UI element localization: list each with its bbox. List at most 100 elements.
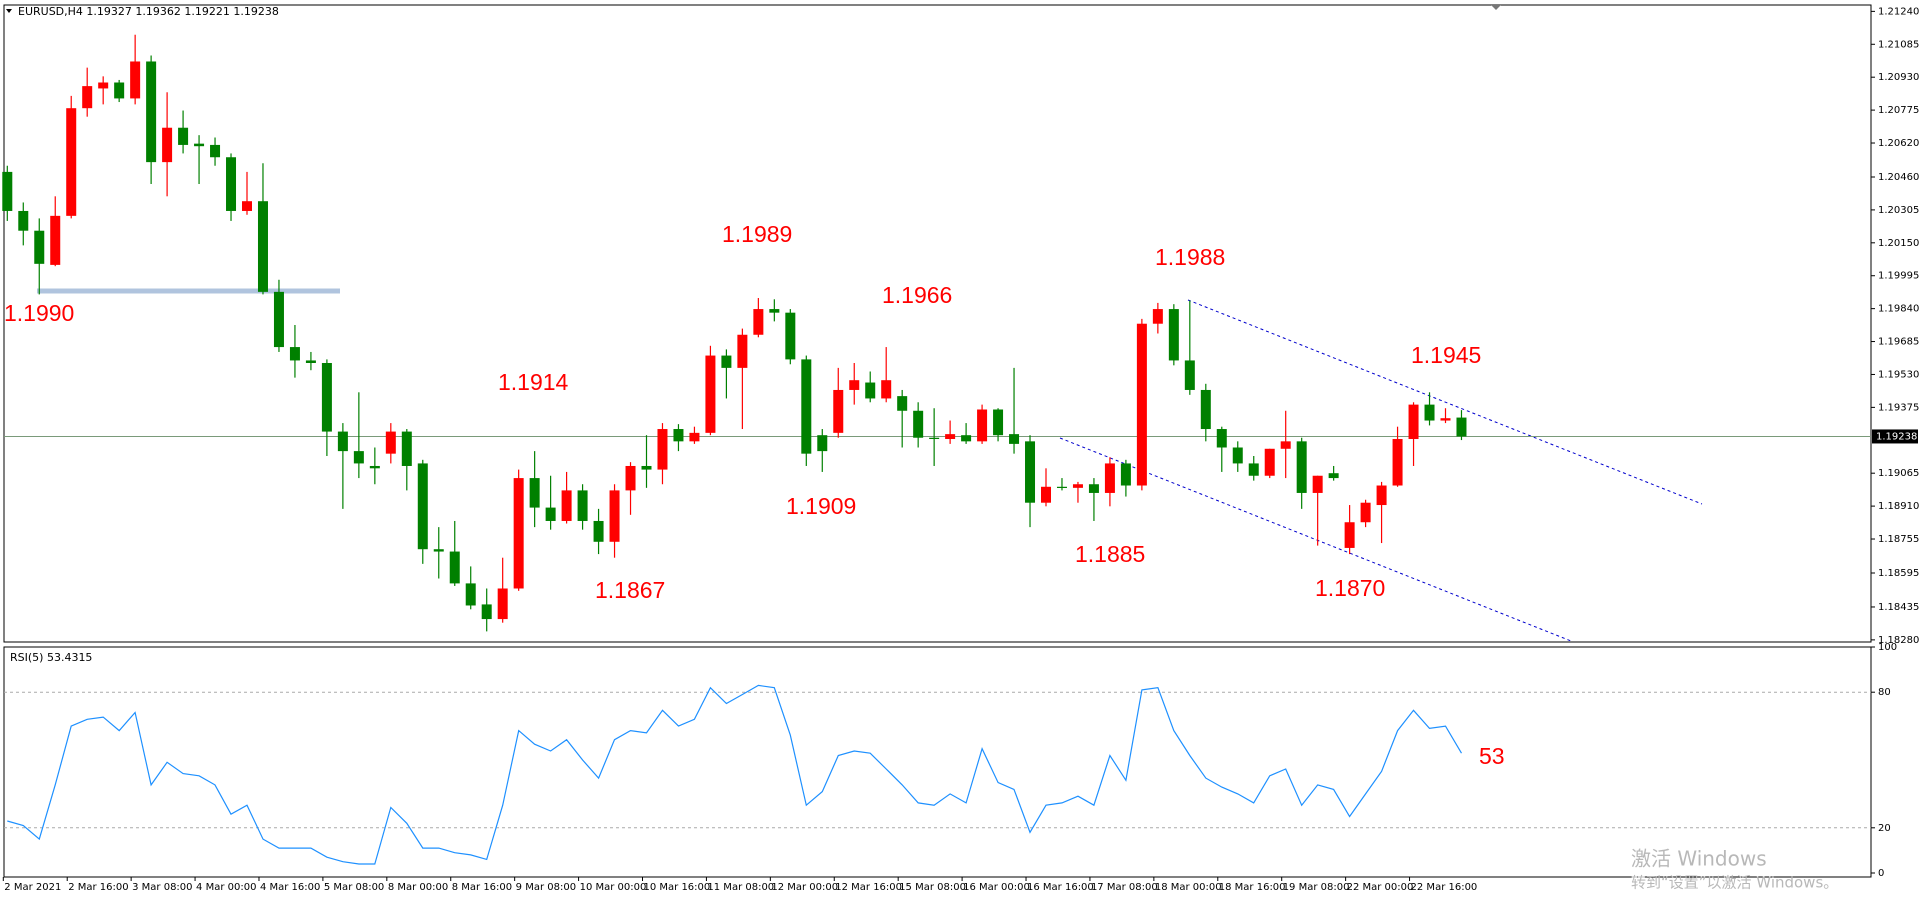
candle-body	[1312, 475, 1323, 493]
candle-body	[1088, 484, 1099, 493]
candle-body	[545, 507, 556, 521]
candle-body	[401, 431, 412, 466]
candle-body	[881, 380, 892, 399]
x-tick-label: 4 Mar 16:00	[260, 882, 320, 893]
candle-body	[561, 490, 572, 521]
x-tick-label: 8 Mar 00:00	[388, 882, 448, 893]
candle-body	[865, 382, 876, 399]
candle-body	[801, 359, 812, 454]
candle-body	[337, 431, 348, 452]
candle-body	[753, 309, 764, 335]
candle-body	[817, 435, 828, 452]
candle-body	[1041, 486, 1051, 503]
candle-body	[369, 465, 380, 469]
y-tick-label: 1.18435	[1878, 602, 1919, 613]
annotation: 1.1870	[1315, 575, 1385, 601]
chart-title: EURUSD,H4 1.19327 1.19362 1.19221 1.1923…	[18, 5, 279, 18]
y-tick-label: 1.20775	[1878, 105, 1919, 116]
annotation: 1.1988	[1155, 244, 1225, 270]
watermark: 转到“设置”以激活 Windows。	[1631, 874, 1838, 892]
annotation: 1.1966	[882, 282, 952, 308]
candle-body	[1200, 389, 1211, 430]
candle-body	[305, 360, 316, 363]
rsi-line	[7, 684, 1463, 865]
x-tick-label: 10 Mar 16:00	[644, 882, 711, 893]
x-tick-label: 9 Mar 08:00	[516, 882, 576, 893]
x-tick-label: 3 Mar 08:00	[132, 882, 192, 893]
rsi-title: RSI(5) 53.4315	[10, 651, 92, 664]
x-tick-label: 4 Mar 00:00	[196, 882, 256, 893]
x-tick-label: 18 Mar 16:00	[1219, 882, 1286, 893]
rsi-panel	[3, 646, 1872, 878]
candle-body	[1104, 463, 1115, 493]
candle-body	[657, 429, 668, 470]
y-tick-label: 1.18755	[1878, 534, 1919, 545]
x-tick-label: 8 Mar 16:00	[452, 882, 512, 893]
annotation: 1.1989	[722, 221, 792, 247]
channel-line	[1187, 299, 1703, 505]
candle-body	[162, 127, 173, 163]
candle-body	[98, 82, 109, 89]
candle-body	[273, 291, 284, 348]
y-tick-label: 100	[1878, 642, 1897, 653]
candle-body	[1216, 429, 1227, 448]
annotation: 1.1945	[1411, 342, 1481, 368]
x-tick-label: 15 Mar 08:00	[899, 882, 966, 893]
y-tick-label: 1.19995	[1878, 271, 1919, 282]
candle-body	[705, 355, 716, 433]
x-tick-label: 22 Mar 16:00	[1411, 882, 1478, 893]
y-tick-label: 80	[1878, 687, 1891, 698]
candle-body	[769, 309, 780, 313]
candle-body	[321, 362, 332, 432]
candle-body	[1184, 360, 1195, 390]
y-tick-label: 1.19530	[1878, 369, 1919, 380]
annotation: 1.1885	[1075, 541, 1145, 567]
candle-body	[130, 61, 141, 99]
candle-body	[417, 463, 428, 550]
candle-body	[50, 215, 61, 265]
candle-body	[34, 230, 45, 264]
y-tick-label: 1.21085	[1878, 39, 1919, 50]
x-tick-label: 18 Mar 00:00	[1155, 882, 1222, 893]
candle-body	[1376, 485, 1387, 506]
candle-body	[146, 61, 157, 163]
x-tick-label: 12 Mar 00:00	[771, 882, 838, 893]
candle-body	[1280, 441, 1291, 449]
x-tick-label: 22 Mar 00:00	[1347, 882, 1414, 893]
candle-body	[689, 432, 700, 442]
candle-body	[897, 396, 908, 411]
candle-body	[833, 389, 844, 433]
candle-body	[977, 409, 988, 442]
y-tick-label: 1.20930	[1878, 72, 1919, 83]
y-tick-label: 1.18595	[1878, 568, 1919, 579]
x-tick-label: 5 Mar 08:00	[324, 882, 384, 893]
candle-body	[1344, 522, 1355, 548]
candle-body	[289, 347, 300, 361]
annotation: 53	[1479, 743, 1505, 769]
candle-body	[529, 478, 540, 508]
menu-arrow[interactable]	[6, 9, 12, 13]
candle-body	[242, 201, 252, 211]
x-tick-label: 11 Mar 08:00	[707, 882, 774, 893]
candle-body	[353, 451, 364, 464]
current-price-label: 1.19238	[1876, 431, 1917, 442]
candle-body	[1025, 441, 1036, 503]
candle-body	[961, 435, 972, 442]
annotation: 1.1867	[595, 577, 665, 603]
candle-body	[1328, 473, 1339, 479]
candle-body	[178, 127, 189, 145]
candle-body	[497, 588, 508, 620]
candle-body	[1392, 439, 1403, 486]
candle-body	[1296, 441, 1307, 493]
candle-body	[721, 355, 732, 368]
candle-body	[66, 108, 77, 216]
candle-body	[1168, 309, 1179, 361]
y-tick-label: 1.19375	[1878, 402, 1919, 413]
y-tick-label: 1.21240	[1878, 6, 1919, 17]
candle-body	[1120, 463, 1131, 486]
candle-body	[1136, 323, 1147, 486]
candle-body	[673, 429, 684, 442]
